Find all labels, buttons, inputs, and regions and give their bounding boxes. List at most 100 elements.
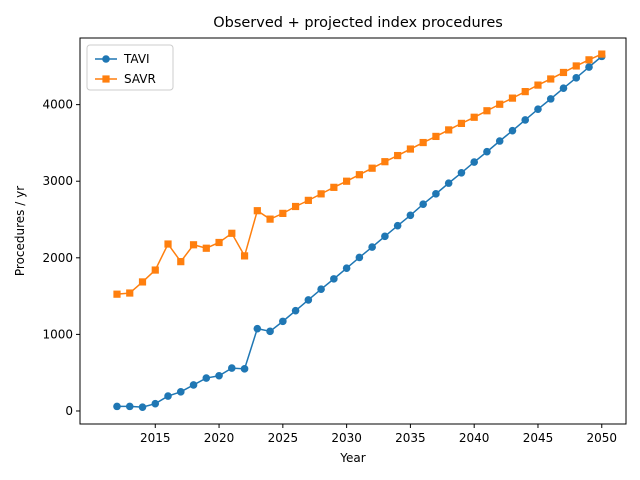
data-point bbox=[291, 306, 300, 315]
x-axis-label: Year bbox=[339, 451, 365, 465]
data-point bbox=[240, 365, 249, 373]
data-point bbox=[394, 151, 402, 160]
plot-area bbox=[79, 37, 627, 425]
data-point bbox=[342, 264, 351, 272]
data-point bbox=[508, 94, 517, 102]
x-tick-label: 2015 bbox=[140, 431, 171, 445]
x-tick-label: 2030 bbox=[331, 431, 362, 445]
series-tavi bbox=[113, 52, 606, 411]
data-point bbox=[483, 107, 491, 115]
legend-label: SAVR bbox=[124, 72, 156, 86]
data-point bbox=[572, 62, 580, 70]
x-tick-label: 2050 bbox=[586, 431, 617, 445]
data-point bbox=[355, 171, 363, 179]
data-point bbox=[304, 196, 312, 204]
data-point bbox=[470, 113, 478, 121]
legend-marker bbox=[102, 75, 110, 83]
data-point bbox=[521, 116, 530, 124]
data-point bbox=[419, 138, 427, 147]
data-point bbox=[151, 266, 159, 274]
data-point bbox=[228, 364, 236, 372]
data-point bbox=[215, 238, 223, 247]
data-point bbox=[279, 209, 287, 217]
data-point bbox=[279, 317, 287, 326]
data-point bbox=[228, 229, 236, 237]
series-savr bbox=[113, 50, 606, 298]
y-tick-label: 0 bbox=[65, 404, 73, 418]
data-point bbox=[381, 158, 389, 166]
data-point bbox=[126, 289, 134, 297]
legend-item-savr: SAVR bbox=[95, 72, 156, 86]
data-point bbox=[291, 202, 300, 211]
data-point bbox=[266, 327, 274, 336]
y-tick-label: 4000 bbox=[42, 98, 73, 112]
data-point bbox=[406, 145, 415, 153]
data-point bbox=[266, 215, 274, 223]
data-point bbox=[381, 232, 389, 241]
data-point bbox=[138, 278, 147, 286]
y-tick-label: 2000 bbox=[42, 251, 73, 265]
x-tick-label: 2045 bbox=[523, 431, 554, 445]
data-point bbox=[304, 296, 313, 304]
x-tick-label: 2035 bbox=[395, 431, 426, 445]
data-point bbox=[393, 221, 402, 230]
data-point bbox=[457, 119, 466, 127]
legend-marker bbox=[102, 55, 110, 63]
data-point bbox=[202, 374, 211, 382]
data-point bbox=[559, 84, 568, 92]
data-point bbox=[317, 190, 325, 198]
data-point bbox=[470, 158, 478, 166]
data-point bbox=[253, 207, 261, 215]
data-point bbox=[547, 75, 555, 83]
data-point bbox=[419, 200, 427, 208]
data-point bbox=[521, 88, 529, 96]
chart-title: Observed + projected index procedures bbox=[213, 15, 503, 31]
data-point bbox=[176, 388, 185, 396]
y-axis-label: Procedures / yr bbox=[13, 186, 27, 276]
data-point bbox=[444, 179, 453, 187]
data-point bbox=[189, 381, 198, 389]
legend: TAVI SAVR bbox=[86, 44, 174, 91]
data-point bbox=[317, 285, 325, 294]
x-tick-label: 2025 bbox=[268, 431, 299, 445]
data-point bbox=[151, 399, 160, 408]
legend-label: TAVI bbox=[123, 52, 150, 66]
data-point bbox=[113, 290, 121, 298]
data-point bbox=[164, 240, 172, 248]
data-point bbox=[572, 74, 581, 82]
data-point bbox=[368, 243, 376, 251]
data-point bbox=[189, 241, 198, 249]
series-layer bbox=[113, 50, 606, 411]
data-point bbox=[125, 402, 134, 411]
y-tick-label: 3000 bbox=[42, 174, 73, 188]
x-tick-label: 2020 bbox=[204, 431, 235, 445]
data-point bbox=[343, 177, 351, 185]
data-point bbox=[483, 147, 491, 156]
data-point bbox=[113, 402, 121, 411]
data-point bbox=[406, 211, 415, 220]
data-point bbox=[355, 253, 364, 262]
data-point bbox=[432, 190, 440, 198]
data-point bbox=[215, 371, 223, 380]
data-point bbox=[253, 324, 262, 333]
data-point bbox=[598, 50, 606, 58]
data-point bbox=[330, 183, 338, 191]
data-point bbox=[534, 105, 542, 114]
data-point bbox=[495, 137, 504, 145]
y-tick-label: 1000 bbox=[42, 327, 73, 341]
y-axis: 0 1000 2000 3000 4000 bbox=[42, 98, 80, 418]
data-point bbox=[164, 392, 172, 400]
data-point bbox=[585, 63, 593, 71]
x-axis: 2015 2020 2025 2030 2035 2040 2045 2050 bbox=[140, 424, 617, 445]
data-point bbox=[457, 168, 466, 177]
data-point bbox=[445, 126, 453, 134]
data-point bbox=[240, 252, 249, 260]
data-point bbox=[202, 244, 210, 252]
data-point bbox=[508, 126, 517, 135]
data-point bbox=[368, 164, 376, 172]
legend-item-tavi: TAVI bbox=[95, 52, 150, 66]
data-point bbox=[496, 100, 504, 108]
data-point bbox=[432, 132, 440, 141]
